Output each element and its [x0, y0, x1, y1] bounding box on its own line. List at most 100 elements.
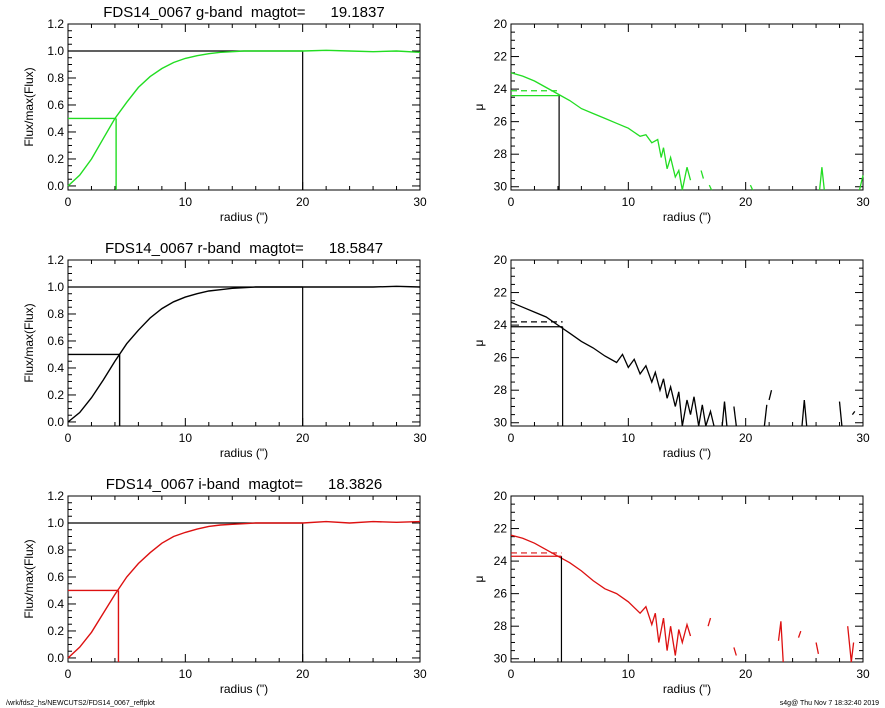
y-tick-label: 30	[494, 180, 508, 194]
y-tick-label: 24	[494, 82, 508, 96]
y-tick-label: 1.0	[47, 516, 64, 530]
y-tick-label: 1.0	[47, 44, 64, 58]
y-tick-label: 28	[494, 383, 508, 397]
y-tick-label: 0.8	[47, 543, 64, 557]
x-axis-label: radius (")	[663, 682, 711, 696]
profile-segment-i	[815, 642, 820, 655]
panel-title: FDS14_0067 g-band magtot= 19.1837	[103, 4, 384, 21]
profile-segment-i	[777, 621, 784, 663]
x-tick-label: 0	[65, 431, 72, 445]
x-tick-label: 10	[622, 195, 636, 209]
profile-segment-g	[749, 184, 754, 191]
panel-growth-i: 0 10 20 30 0.0 0.2 0.4 0.6 0.8 1.0 1.2 radius (") Fl…	[22, 476, 427, 696]
plot-frame	[510, 259, 864, 427]
y-tick-label: 24	[494, 318, 508, 332]
panel-surface-brightness-i: 0 10 20 30 20 22 24 26 28 30 radius (") μ	[472, 489, 870, 696]
profile-segment-i	[797, 630, 802, 638]
growth-curve-i	[67, 520, 421, 659]
profile-segment-r	[838, 401, 843, 427]
plot-frame	[67, 495, 421, 663]
profile-segment-r	[768, 390, 773, 401]
y-axis-label: μ	[472, 339, 486, 346]
y-tick-label: 0.2	[47, 624, 64, 638]
y-tick-label: 22	[494, 286, 508, 300]
y-axis-label: Flux/max(Flux)	[22, 539, 36, 618]
y-axis-label: μ	[472, 575, 486, 582]
y-tick-label: 26	[494, 351, 508, 365]
y-tick-label: 28	[494, 147, 508, 161]
x-tick-label: 30	[856, 431, 870, 445]
x-tick-label: 20	[739, 667, 753, 681]
profile-segment-r	[801, 399, 808, 427]
profile-segment-i	[733, 647, 737, 656]
y-tick-label: 0.2	[47, 152, 64, 166]
y-tick-label: 0.0	[47, 415, 64, 429]
y-tick-label: 30	[494, 652, 508, 666]
growth-curve-r	[67, 285, 421, 423]
x-tick-label: 20	[296, 195, 310, 209]
x-tick-label: 0	[508, 667, 515, 681]
y-tick-label: 0.2	[47, 388, 64, 402]
y-tick-label: 20	[494, 489, 508, 503]
profile-segment-g	[858, 175, 864, 191]
y-tick-label: 20	[494, 17, 508, 31]
y-tick-label: 1.2	[47, 489, 64, 503]
x-tick-label: 10	[622, 667, 636, 681]
x-axis-label: radius (")	[663, 446, 711, 460]
profile-segment-r	[733, 406, 737, 427]
y-tick-label: 0.4	[47, 125, 64, 139]
x-tick-label: 20	[739, 195, 753, 209]
panel-growth-r: 0 10 20 30 0.0 0.2 0.4 0.6 0.8 1.0 1.2 radius (") Fl…	[22, 240, 427, 460]
panels: 0 10 20 30 0.0 0.2 0.4 0.6 0.8 1.0 1.2 radius (") Fl…	[22, 4, 870, 696]
x-tick-label: 0	[508, 431, 515, 445]
panel-surface-brightness-g: 0 10 20 30 20 22 24 26 28 30 radius (") μ	[472, 17, 870, 224]
profile-segment-g	[708, 184, 713, 191]
x-tick-label: 20	[296, 667, 310, 681]
x-tick-label: 10	[622, 431, 636, 445]
x-axis-label: radius (")	[220, 210, 268, 224]
x-tick-label: 0	[508, 195, 515, 209]
x-tick-label: 30	[413, 195, 427, 209]
y-tick-label: 28	[494, 619, 508, 633]
growth-curve-g	[67, 49, 421, 187]
footer-timestamp: s4g@ Thu Nov 7 18:32:40 2019	[780, 700, 879, 707]
plot-frame	[510, 23, 864, 191]
x-tick-label: 0	[65, 667, 72, 681]
plot-frame	[67, 259, 421, 427]
profile-segment-g	[818, 167, 825, 191]
y-axis-label: Flux/max(Flux)	[22, 303, 36, 382]
x-tick-label: 10	[179, 431, 193, 445]
y-tick-label: 1.2	[47, 17, 64, 31]
profile-segment-r	[763, 404, 768, 427]
panel-title: FDS14_0067 i-band magtot= 18.3826	[106, 476, 382, 493]
y-tick-label: 1.0	[47, 280, 64, 294]
x-axis-label: radius (")	[663, 210, 711, 224]
y-tick-label: 22	[494, 522, 508, 536]
y-axis-label: Flux/max(Flux)	[22, 67, 36, 146]
profile-segment-i	[707, 617, 712, 627]
y-axis-label: μ	[472, 103, 486, 110]
y-tick-label: 0.6	[47, 98, 64, 112]
x-tick-label: 30	[413, 667, 427, 681]
y-tick-label: 0.0	[47, 179, 64, 193]
x-tick-label: 0	[65, 195, 72, 209]
y-tick-label: 0.0	[47, 651, 64, 665]
plot-frame	[67, 23, 421, 191]
profile-segment-r	[510, 301, 715, 427]
y-tick-label: 0.8	[47, 307, 64, 321]
profile-segment-r	[721, 401, 728, 427]
y-tick-label: 0.6	[47, 570, 64, 584]
panel-title: FDS14_0067 r-band magtot= 18.5847	[105, 240, 383, 257]
y-tick-label: 26	[494, 587, 508, 601]
y-tick-label: 20	[494, 253, 508, 267]
x-tick-label: 10	[179, 195, 193, 209]
y-tick-label: 0.4	[47, 361, 64, 375]
y-tick-label: 22	[494, 50, 508, 64]
y-tick-label: 0.4	[47, 597, 64, 611]
x-tick-label: 20	[296, 431, 310, 445]
profile-segment-r	[851, 411, 856, 415]
y-tick-label: 0.8	[47, 71, 64, 85]
x-tick-label: 30	[856, 195, 870, 209]
x-axis-label: radius (")	[220, 446, 268, 460]
